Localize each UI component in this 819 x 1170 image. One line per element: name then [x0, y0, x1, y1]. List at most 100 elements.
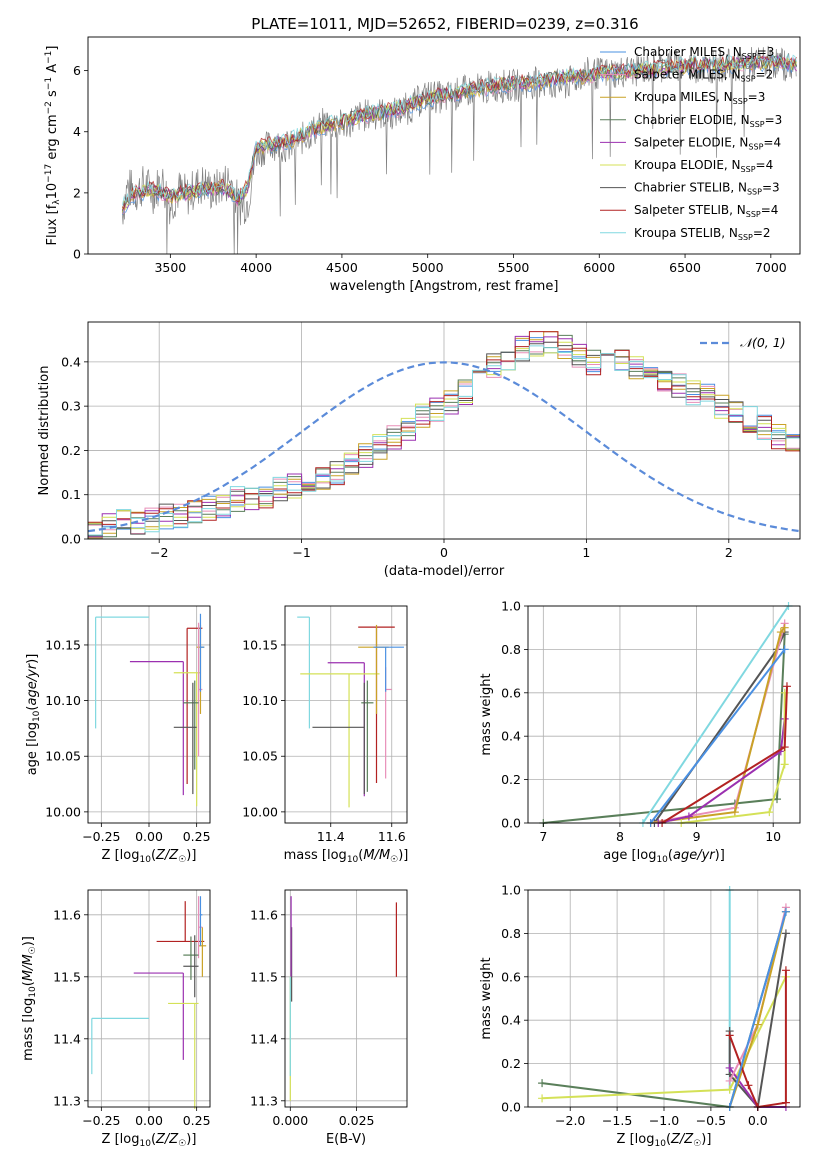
y-tick-label: 0.8	[501, 642, 521, 657]
x-tick-label: −2.0	[555, 1113, 585, 1128]
axes-z_weight: −2.0 −1.5 −1.0 −0.5 0.0 0.0 0.2 0.4 0.6 0.8 1.0 Z […	[479, 883, 801, 1149]
weight-marker	[782, 682, 791, 691]
plot-area	[87, 331, 801, 540]
y-tick-label: 4	[73, 124, 81, 139]
x-tick-label: 11.4	[317, 829, 345, 844]
weight-line	[658, 718, 786, 824]
x-tick-label: −0.25	[82, 829, 120, 844]
weight-marker	[780, 743, 789, 752]
axes-frame	[87, 36, 801, 255]
y-tick-label: 11.5	[53, 969, 81, 984]
axes-spectrum: 3500 4000 4500 5000 5500 6000 6500 7000 0 2 4 6 wave…	[44, 36, 801, 294]
y-axis-label: mass [log10(M/M☉)]	[21, 936, 38, 1061]
x-tick-label: 5500	[498, 260, 530, 275]
weight-marker	[780, 760, 789, 769]
x-tick-label: 5000	[412, 260, 444, 275]
y-tick-label: 0.4	[501, 729, 521, 744]
weight-marker	[730, 808, 739, 817]
weight-marker	[780, 623, 789, 632]
y-tick-label: 11.5	[250, 969, 278, 984]
weight-marker	[725, 1085, 734, 1094]
y-tick-label: 0.2	[501, 1056, 521, 1071]
axes-mass_age: 11.4 11.6 10.00 10.05 10.10 10.15 mass [log10(…	[242, 605, 409, 865]
legend-entry: 𝒩(0, 1)	[740, 335, 786, 350]
y-tick-label: 6	[73, 63, 81, 78]
x-tick-label: 11.6	[378, 829, 406, 844]
x-axis-label: age [log10(age/yr)]	[603, 848, 725, 865]
x-tick-label: −2	[150, 545, 168, 560]
y-tick-label: 10.10	[45, 693, 81, 708]
x-tick-label: 7	[539, 829, 547, 844]
x-tick-label: −0.5	[696, 1113, 726, 1128]
y-tick-label: 0.4	[61, 354, 81, 369]
x-tick-label: −1	[292, 545, 310, 560]
normal-curve	[87, 361, 801, 533]
weight-marker	[725, 1076, 734, 1085]
legend-entry: Chabrier ELODIE, NSSP=3	[634, 113, 782, 129]
x-tick-label: 2	[725, 545, 733, 560]
x-tick-label: 0.0	[748, 1113, 768, 1128]
x-tick-label: −1.5	[602, 1113, 632, 1128]
plot-area	[91, 896, 207, 1109]
y-tick-label: 10.15	[45, 637, 81, 652]
y-tick-label: 10.15	[242, 637, 278, 652]
y-axis-label: age [log10(age/yr)]	[25, 654, 42, 776]
weight-marker	[781, 1098, 790, 1107]
y-tick-label: 0	[73, 247, 81, 262]
x-tick-label: 0.00	[135, 829, 163, 844]
x-tick-label: 0.025	[339, 1113, 375, 1128]
y-tick-label: 0.3	[61, 399, 81, 414]
plot-area	[297, 616, 404, 808]
legend-entry: Salpeter MILES, NSSP=2	[634, 68, 773, 84]
axes-frame	[87, 889, 211, 1108]
plot-area	[95, 613, 205, 807]
y-axis-label: Flux [fλ10−17 erg cm−2 s−1 A−1]	[44, 46, 62, 246]
x-tick-label: 0.25	[183, 1113, 211, 1128]
weight-marker	[725, 1031, 734, 1040]
axes-residuals: −2 −1 0 1 2 0.0 0.1 0.2 0.3 0.4 (data-model)/error…	[37, 321, 801, 579]
x-axis-label: Z [log10(Z/Z☉)]	[102, 848, 197, 865]
model-spectrum-line	[121, 53, 797, 206]
weight-marker	[765, 808, 774, 817]
x-tick-label: −1.0	[649, 1113, 679, 1128]
axes-frame	[284, 605, 408, 824]
axes-frame	[87, 605, 211, 824]
x-axis-label: Z [log10(Z/Z☉)]	[102, 1132, 197, 1149]
weight-line	[649, 648, 786, 824]
x-tick-label: 9	[693, 829, 701, 844]
weight-marker	[538, 1079, 547, 1088]
y-axis-label: mass weight	[479, 673, 494, 755]
weight-marker	[684, 812, 693, 821]
legend-entry: Salpeter STELIB, NSSP=4	[634, 203, 778, 219]
x-axis-label: E(B-V)	[326, 1132, 366, 1147]
y-tick-label: 2	[73, 185, 81, 200]
x-tick-label: −0.25	[82, 1113, 120, 1128]
x-axis-label: wavelength [Angstrom, rest frame]	[330, 279, 559, 294]
weight-line	[661, 686, 788, 824]
x-tick-label: 6000	[583, 260, 615, 275]
y-axis-label: Normed distribution	[37, 366, 52, 496]
y-tick-label: 0.0	[501, 1100, 521, 1115]
y-tick-label: 0.1	[61, 487, 81, 502]
legend-entry: Kroupa MILES, NSSP=3	[634, 90, 765, 106]
y-tick-label: 0.2	[501, 772, 521, 787]
weight-line	[650, 623, 786, 824]
x-tick-label: 3500	[154, 260, 186, 275]
axes-frame	[527, 889, 801, 1108]
y-tick-label: 0.6	[501, 685, 521, 700]
x-tick-label: 0.00	[135, 1113, 163, 1128]
weight-line	[543, 634, 786, 824]
weight-marker	[780, 645, 789, 654]
weight-marker	[744, 1081, 753, 1090]
x-axis-label: mass [log10(M/M☉)]	[284, 848, 409, 865]
x-tick-label: 0	[440, 545, 448, 560]
y-tick-label: 11.3	[250, 1093, 278, 1108]
x-axis-label: (data-model)/error	[384, 564, 505, 579]
weight-line	[728, 933, 787, 1110]
legend-entry: Chabrier MILES, NSSP=3	[634, 45, 774, 61]
y-tick-label: 10.10	[242, 693, 278, 708]
legend-entry: Kroupa ELODIE, NSSP=4	[634, 158, 773, 174]
weight-marker	[781, 907, 790, 916]
weight-marker	[781, 966, 790, 975]
y-tick-label: 11.4	[250, 1031, 278, 1046]
